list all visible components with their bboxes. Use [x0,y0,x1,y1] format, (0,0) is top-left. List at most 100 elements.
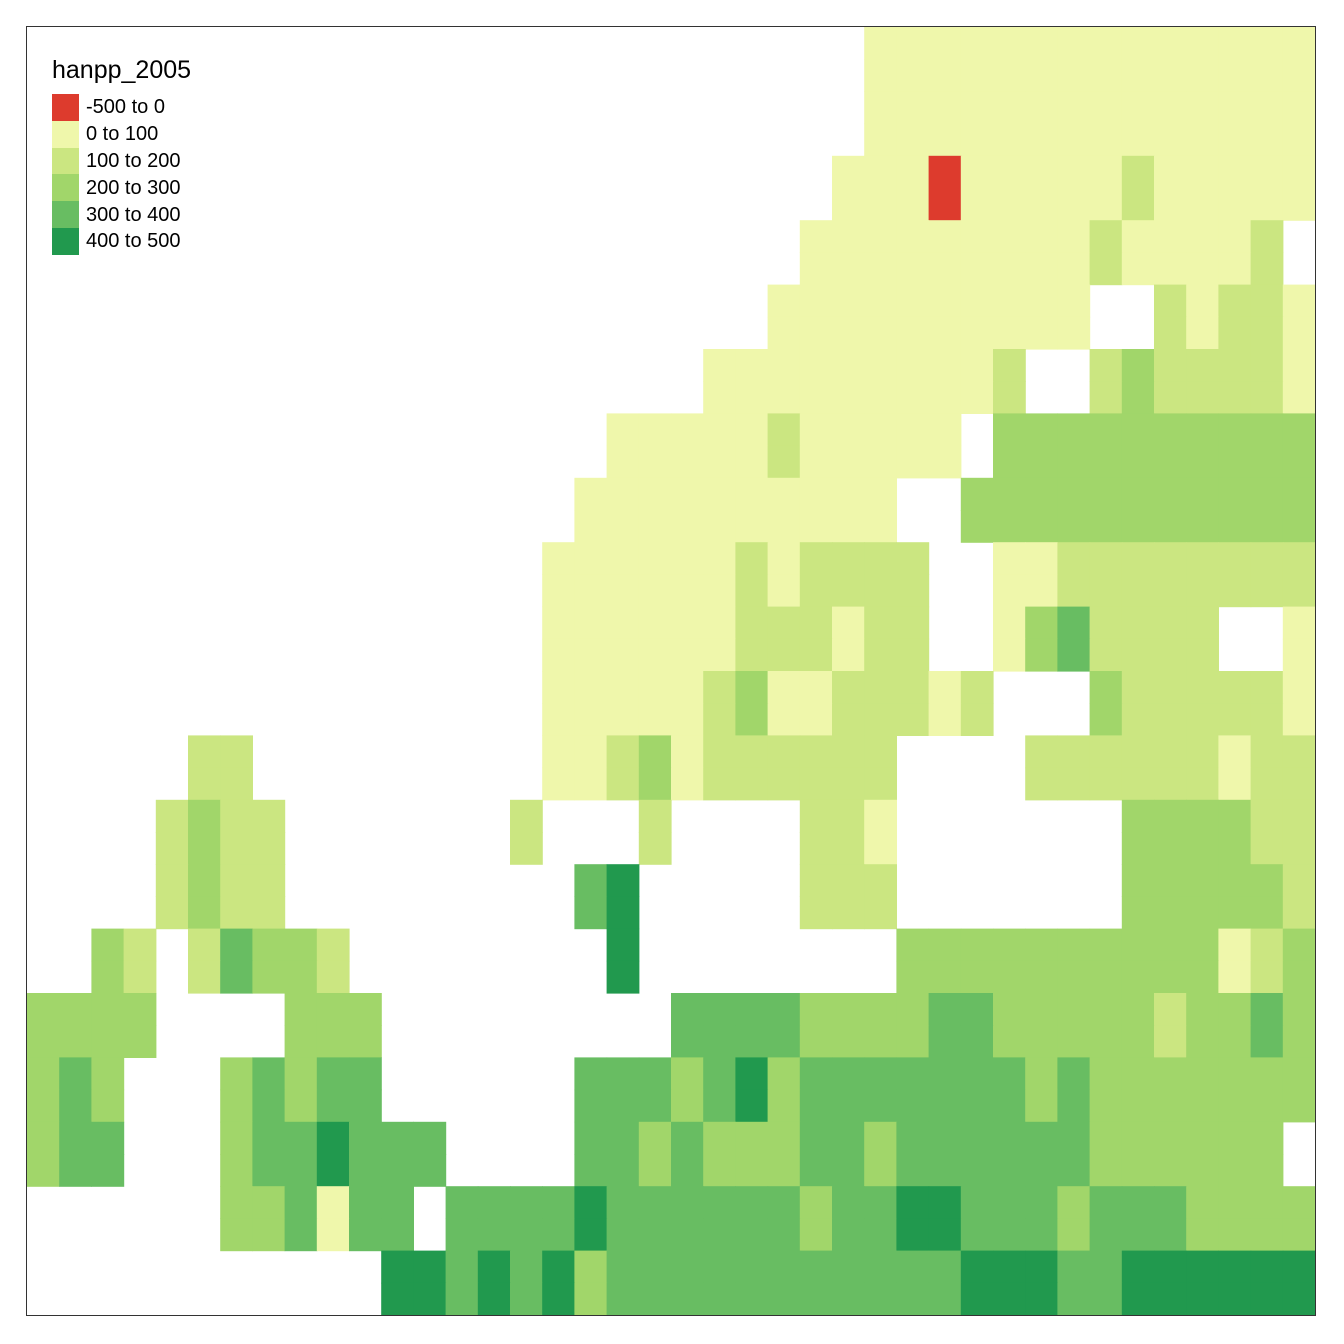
raster-cell [1250,574,1284,608]
raster-cell [993,252,1026,286]
raster-cell [767,349,801,382]
raster-cell [316,1186,350,1219]
raster-cell [767,1186,801,1219]
raster-cell [510,799,543,833]
raster-cell [671,671,704,704]
raster-cell [767,1218,801,1252]
raster-cell [1186,445,1219,479]
raster-cell [703,1218,736,1252]
raster-cell [1057,413,1091,447]
raster-cell [252,928,286,962]
raster-cell [767,445,801,479]
raster-cell [1057,220,1091,253]
raster-cell [864,542,897,575]
raster-cell [993,542,1026,575]
raster-cell [1089,1057,1123,1091]
raster-cell [864,1089,897,1123]
raster-cell [638,1186,672,1219]
raster-cell [1282,574,1315,608]
legend-label: 100 to 200 [86,149,181,172]
raster-cell [91,960,125,994]
raster-cell [1089,477,1123,511]
raster-cell [220,735,253,769]
raster-cell [1218,1121,1252,1155]
raster-cell [671,574,704,608]
raster-cell [703,1089,736,1123]
raster-cell [671,1089,704,1123]
raster-cell [993,188,1026,221]
raster-cell [1154,188,1187,221]
raster-cell [477,1186,511,1219]
raster-cell [735,1282,769,1315]
raster-cell [896,1186,930,1219]
raster-cell [832,413,865,447]
raster-cell [542,671,575,704]
raster-cell [1025,1282,1058,1315]
raster-cell [1121,832,1155,865]
raster-cell [671,993,704,1026]
raster-cell [799,1057,833,1091]
raster-cell [767,735,801,769]
raster-cell [896,27,930,60]
raster-cell [928,1025,962,1058]
raster-cell [896,188,930,221]
raster-cell [896,220,930,253]
raster-cell [799,896,833,930]
raster-cell [1282,896,1315,930]
raster-cell [799,445,833,479]
raster-cell [1121,864,1155,897]
raster-cell [27,1025,60,1058]
raster-cell [864,896,897,930]
raster-cell [896,703,930,736]
raster-cell [1057,1186,1091,1219]
raster-cell [1121,574,1155,608]
raster-cell [767,413,801,447]
raster-cell [1121,155,1155,189]
raster-cell [1218,1057,1252,1091]
raster-cell [1057,445,1091,479]
raster-cell [1250,381,1284,414]
raster-cell [27,1057,60,1091]
raster-cell [799,832,833,865]
raster-cell [1154,993,1187,1026]
raster-cell [1154,671,1187,704]
raster-cell [928,1121,962,1155]
raster-cell [928,671,962,704]
raster-cell [960,349,994,382]
raster-cell [1282,1218,1315,1252]
raster-cell [1218,381,1252,414]
raster-cell [1282,510,1315,543]
raster-cell [574,767,608,801]
raster-cell [767,381,801,414]
raster-cell [1186,1089,1219,1123]
raster-cell [1121,1186,1155,1219]
raster-cell [960,510,994,543]
raster-cell [703,993,736,1026]
raster-cell [1121,767,1155,801]
raster-cell [542,735,575,769]
raster-cell [1057,735,1091,769]
raster-cell [832,638,865,672]
raster-cell [703,767,736,801]
raster-cell [316,1089,350,1123]
raster-cell [316,1025,350,1058]
raster-cell [1089,27,1123,60]
raster-cell [671,510,704,543]
raster-cell [767,1025,801,1058]
raster-cell [960,1282,994,1315]
raster-cell [1154,1089,1187,1123]
raster-cell [1121,928,1155,962]
raster-cell [960,188,994,221]
raster-cell [671,1154,704,1187]
raster-cell [542,542,575,575]
raster-cell [606,735,640,769]
raster-cell [638,510,672,543]
raster-cell [574,1250,608,1284]
raster-cell [1057,638,1091,672]
raster-cell [542,606,575,640]
raster-cell [284,1186,318,1219]
legend-item: 300 to 400 [52,201,191,228]
raster-cell [864,91,897,125]
raster-cell [864,574,897,608]
raster-cell [864,1250,897,1284]
